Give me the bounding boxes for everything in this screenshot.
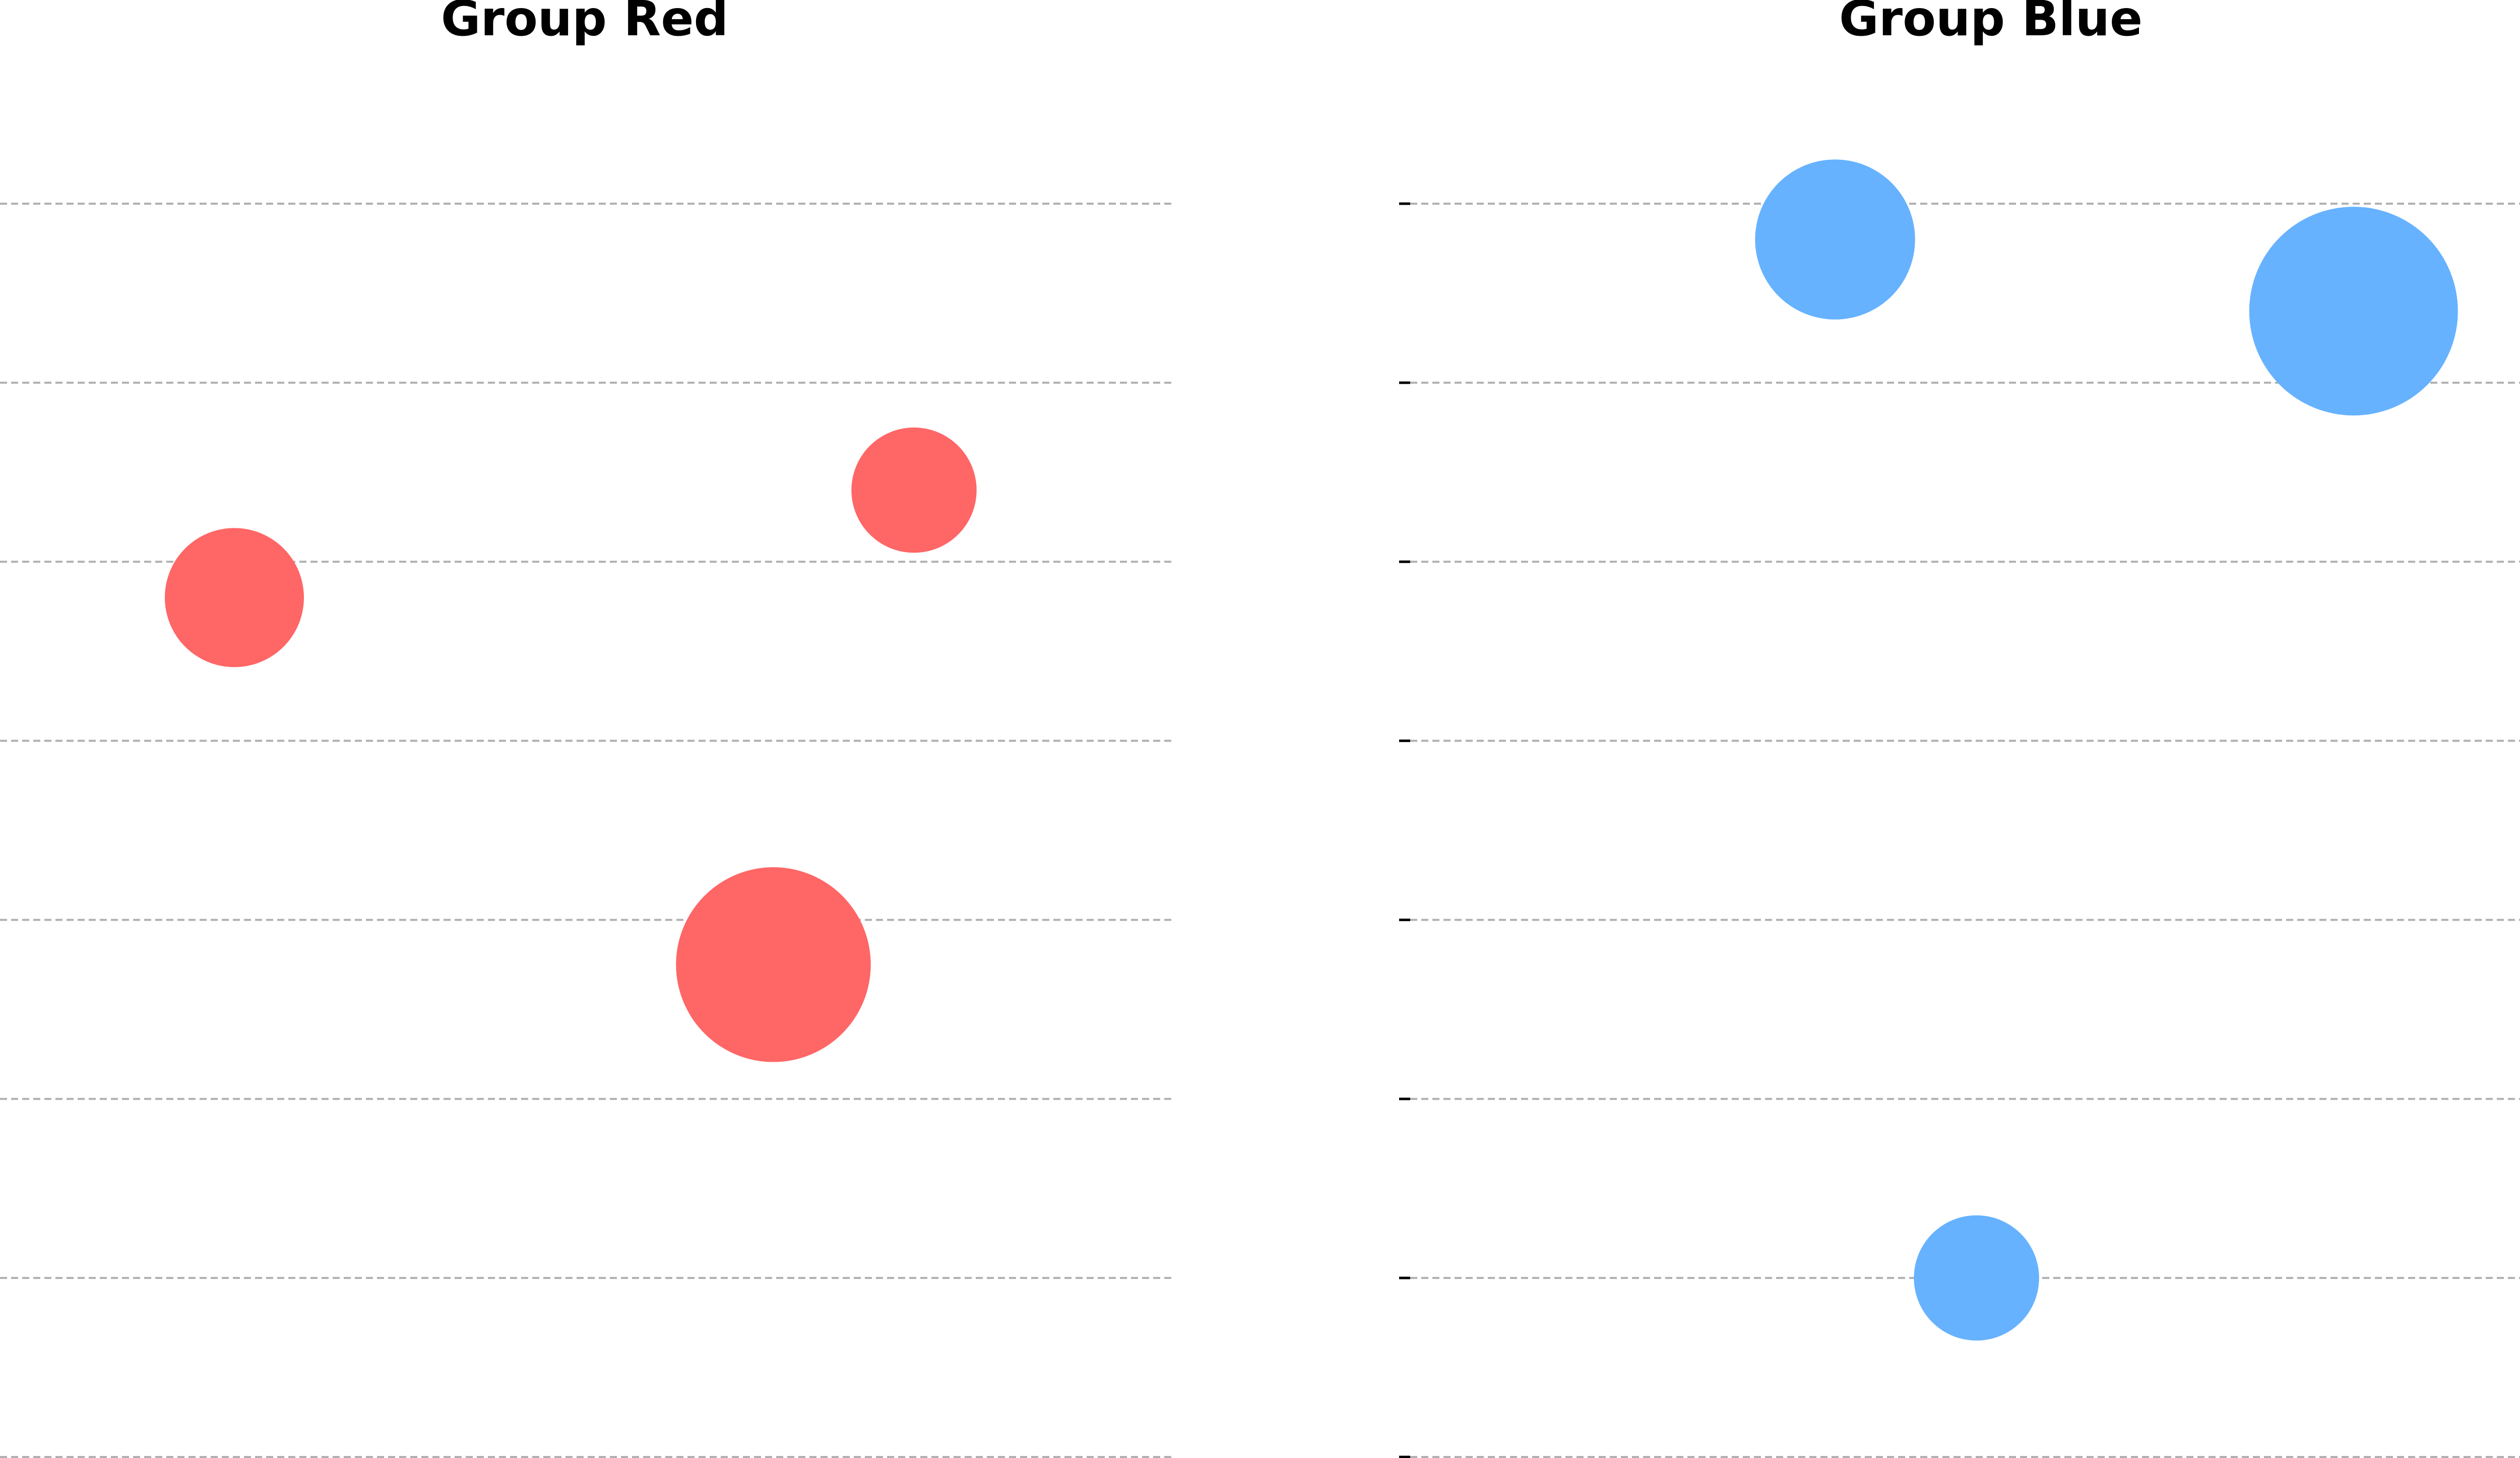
bubble-point	[165, 528, 304, 667]
panel-title: Group Blue	[1839, 0, 2143, 47]
panel-group-red: Group Red	[0, 0, 1172, 1458]
panel-title: Group Red	[441, 0, 728, 47]
data-points	[165, 428, 977, 1062]
bubble-point	[2249, 207, 2458, 416]
bubble-point	[1755, 159, 1915, 320]
bubble-point	[676, 867, 871, 1062]
bubble-point	[1914, 1215, 2039, 1341]
data-points	[1755, 159, 2458, 1341]
y-ticks	[1399, 202, 1410, 1458]
bubble-point	[851, 428, 977, 553]
y-grid	[0, 203, 1172, 1458]
panel-group-blue: Group Blue	[1399, 0, 2520, 1458]
